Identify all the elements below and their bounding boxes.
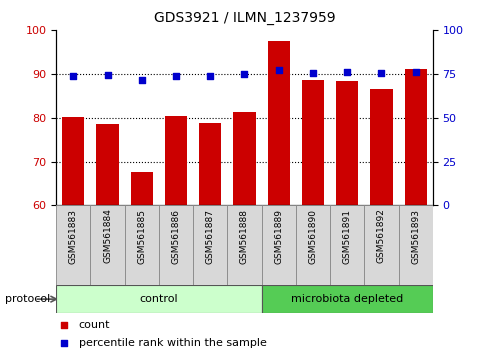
Text: GSM561886: GSM561886 [171,209,180,263]
Bar [335,81,358,205]
Point [411,69,419,75]
Bar [364,205,398,285]
Bar [369,89,392,205]
Bar [398,205,432,285]
Bar [267,41,289,205]
Bar [130,172,153,205]
Point [308,70,316,76]
Bar [56,285,261,313]
Text: GSM561883: GSM561883 [69,209,78,263]
Point [103,72,111,78]
Bar [295,205,329,285]
Point [138,77,145,83]
Bar [56,205,90,285]
Text: GSM561885: GSM561885 [137,209,146,263]
Point [343,69,350,75]
Point [69,73,77,79]
Text: GSM561892: GSM561892 [376,209,385,263]
Text: protocol: protocol [5,294,50,304]
Bar [301,80,324,205]
Point [240,71,248,77]
Text: control: control [140,294,178,304]
Bar [329,205,364,285]
Text: GSM561891: GSM561891 [342,209,351,263]
Bar [96,124,119,205]
Bar [159,205,193,285]
Point [206,73,214,79]
Text: count: count [79,320,110,330]
Bar [164,116,187,205]
Text: GSM561884: GSM561884 [103,209,112,263]
Text: GSM561888: GSM561888 [240,209,248,263]
Bar [261,285,432,313]
Bar [199,123,221,205]
Bar [193,205,227,285]
Bar [90,205,124,285]
Text: GSM561893: GSM561893 [410,209,419,263]
Bar [124,205,159,285]
Bar [227,205,261,285]
Bar [261,205,295,285]
Bar [404,69,426,205]
Point [60,340,67,346]
Bar [233,112,255,205]
Point [60,322,67,328]
Text: GDS3921 / ILMN_1237959: GDS3921 / ILMN_1237959 [153,11,335,25]
Point [377,70,385,76]
Text: GSM561890: GSM561890 [308,209,317,263]
Text: microbiota depleted: microbiota depleted [290,294,403,304]
Text: percentile rank within the sample: percentile rank within the sample [79,338,266,348]
Point [172,73,180,79]
Text: GSM561887: GSM561887 [205,209,214,263]
Bar [62,117,84,205]
Text: GSM561889: GSM561889 [274,209,283,263]
Point [274,68,282,73]
